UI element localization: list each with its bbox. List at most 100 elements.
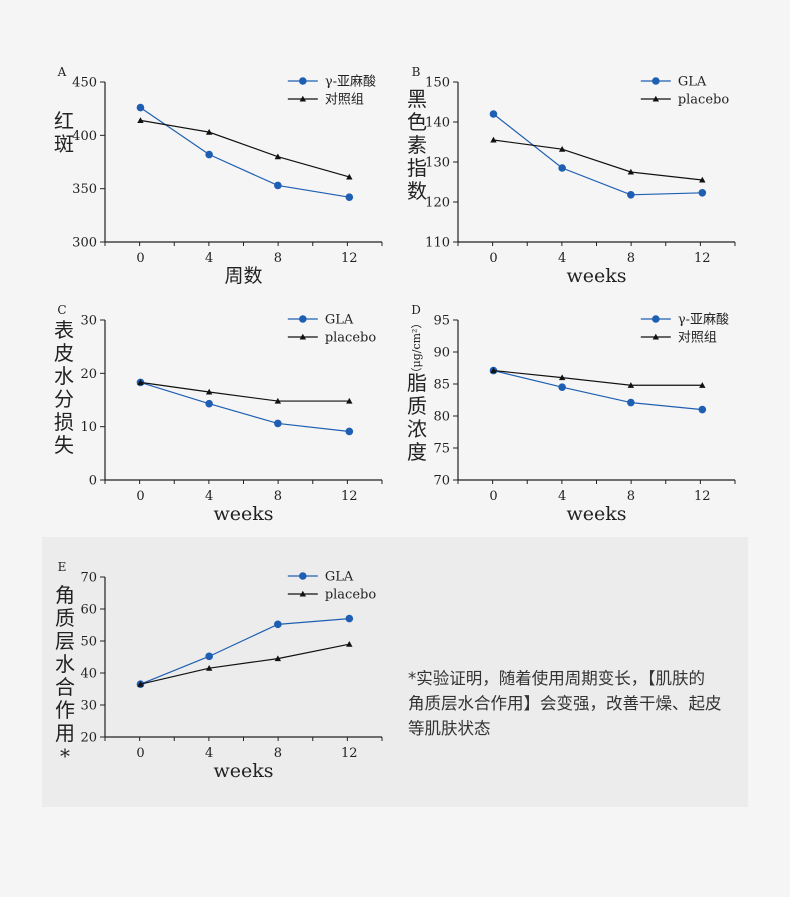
chart-a-legend-marker-0 — [299, 77, 307, 85]
chart-c-y-tick-label: 10 — [80, 420, 97, 435]
chart-d-y-axis-label-char: 质 — [407, 394, 427, 418]
chart-b-x-axis-label: weeks — [566, 265, 626, 287]
chart-b-series-0-point — [698, 189, 707, 197]
chart-a-series-0-point — [345, 193, 354, 201]
chart-e-y-tick-label: 70 — [80, 571, 97, 586]
chart-d-series-0-point — [698, 405, 707, 414]
chart-b-series-0-point — [489, 110, 498, 118]
chart-e-series-1-point — [205, 665, 213, 671]
chart-b-series-1-point — [627, 168, 635, 175]
chart-e-y-axis-label-char: 角 — [55, 583, 75, 607]
chart-b-x-tick-label: 12 — [694, 251, 711, 266]
chart-d-x-tick-label: 4 — [558, 489, 566, 504]
chart-c-y-tick-label: 30 — [80, 314, 97, 329]
footnote-line-2: 角质层水合作用】会变强，改善干燥、起皮 — [408, 694, 722, 713]
chart-a-legend-marker-1 — [299, 95, 307, 102]
chart-a-legend-label-0: γ-亚麻酸 — [325, 75, 376, 90]
chart-a-x-tick-label: 0 — [136, 251, 144, 266]
chart-e-series-1-point — [346, 641, 353, 647]
chart-a-x-tick-label: 4 — [205, 251, 213, 266]
chart-e-series-0-point — [205, 652, 213, 661]
chart-b-y-axis-label-char: 指 — [407, 156, 427, 180]
chart-b-legend-marker-1 — [652, 95, 660, 102]
chart-a-y-tick-label: 450 — [72, 76, 97, 91]
chart-c-legend-label-0: GLA — [325, 313, 354, 328]
chart-d-y-tick-label: 80 — [433, 410, 450, 425]
chart-d-y-tick-label: 95 — [433, 314, 450, 329]
chart-b-x-tick-label: 0 — [489, 251, 497, 266]
chart-a-series-1-point — [346, 173, 353, 180]
chart-c-series-0-line — [140, 381, 350, 433]
chart-e-series-0-point — [345, 614, 354, 623]
footnote-line-1: *实验证明，随着使用周期变长，【肌肤的 — [408, 669, 705, 688]
chart-c-y-tick-label: 20 — [80, 367, 97, 382]
chart-e-x-tick-label: 8 — [274, 746, 282, 761]
chart-e-y-axis-label-char: * — [60, 744, 70, 768]
chart-b-x-tick-label: 8 — [627, 251, 635, 266]
chart-e-y-axis-label-char: 合 — [55, 675, 75, 699]
chart-e-panel-label: E — [58, 560, 67, 574]
chart-d-y-tick-label: 70 — [433, 474, 450, 489]
chart-b-y-tick-label: 130 — [425, 156, 450, 171]
chart-d-panel-label: D — [411, 303, 421, 317]
chart-a-y-axis-label-char: 斑 — [54, 132, 74, 156]
chart-d-y-tick-label: 75 — [433, 442, 450, 457]
chart-b-y-tick-label: 110 — [425, 236, 450, 251]
chart-a-x-tick-label: 8 — [274, 251, 282, 266]
chart-a-series-0-point — [274, 181, 282, 190]
chart-c-y-axis-label-char: 表 — [54, 318, 74, 342]
chart-e-series-1-point — [137, 681, 144, 687]
chart-a-series-0-point — [205, 150, 213, 159]
chart-c-series-0-point — [274, 419, 282, 428]
chart-e-legend-marker-0 — [299, 572, 307, 580]
chart-d-series-1-point — [558, 374, 566, 381]
chart-c-series-0-point — [205, 399, 213, 408]
chart-e-series-1-line — [140, 643, 350, 685]
chart-a-x-axis-label: 周数 — [224, 265, 262, 287]
chart-d-legend-marker-1 — [652, 333, 660, 340]
chart-e-series-1-point — [274, 655, 282, 662]
chart-c-series-1-point — [137, 379, 144, 385]
chart-c-y-tick-label: 0 — [89, 474, 97, 489]
chart-a-x-tick-label: 12 — [341, 251, 358, 266]
chart-c-x-tick-label: 12 — [341, 489, 358, 504]
chart-e-x-tick-label: 4 — [205, 746, 213, 761]
chart-d-series-1-point — [699, 382, 706, 388]
chart-c-series-1-point — [205, 388, 213, 395]
chart-d-y-axis-label-char: 浓 — [407, 417, 427, 441]
chart-b-series-1-line — [493, 139, 703, 181]
chart-d-series-1-point — [490, 367, 497, 374]
footnote-line-3: 等肌肤状态 — [408, 719, 491, 738]
chart-a-y-tick-label: 350 — [72, 182, 97, 197]
chart-b-series-1-point — [490, 136, 497, 143]
chart-e-y-tick-label: 20 — [80, 731, 97, 746]
chart-d-legend-label-0: γ-亚麻酸 — [678, 313, 729, 328]
chart-a-panel-label: A — [57, 65, 67, 79]
chart-c-y-axis-label-char: 分 — [54, 387, 74, 411]
chart-b-legend-label-1: placebo — [678, 93, 730, 108]
chart-d-series-0-point — [627, 398, 635, 407]
chart-b-series-0-point — [627, 191, 635, 199]
chart-d-series-0-line — [493, 369, 703, 411]
chart-e-y-tick-label: 50 — [80, 635, 97, 650]
chart-e-y-axis-label-char: 作 — [55, 698, 75, 722]
chart-e-y-tick-label: 60 — [80, 603, 97, 618]
chart-e-y-axis-label-char: 层 — [55, 629, 75, 653]
chart-e-y-tick-label: 40 — [80, 667, 97, 682]
chart-e-y-axis-label-char: 水 — [55, 652, 75, 676]
chart-a-series-1-line — [140, 119, 350, 178]
chart-e-legend-label-0: GLA — [325, 570, 354, 585]
chart-d-x-tick-label: 8 — [627, 489, 635, 504]
chart-e-x-tick-label: 12 — [341, 746, 358, 761]
chart-b-x-tick-label: 4 — [558, 251, 566, 266]
chart-d-series-1-line — [493, 369, 703, 386]
chart-d-y-tick-label: 90 — [433, 346, 450, 361]
chart-b-y-tick-label: 120 — [425, 196, 450, 211]
chart-d-y-axis-label-char: 脂 — [407, 371, 427, 395]
chart-a-series-1-point — [205, 128, 213, 135]
chart-c-x-axis-label: weeks — [213, 503, 273, 525]
footnote: *实验证明，随着使用周期变长，【肌肤的 角质层水合作用】会变强，改善干燥、起皮 … — [408, 666, 738, 741]
chart-c-panel-label: C — [57, 303, 66, 317]
highlight-panel — [42, 537, 748, 807]
